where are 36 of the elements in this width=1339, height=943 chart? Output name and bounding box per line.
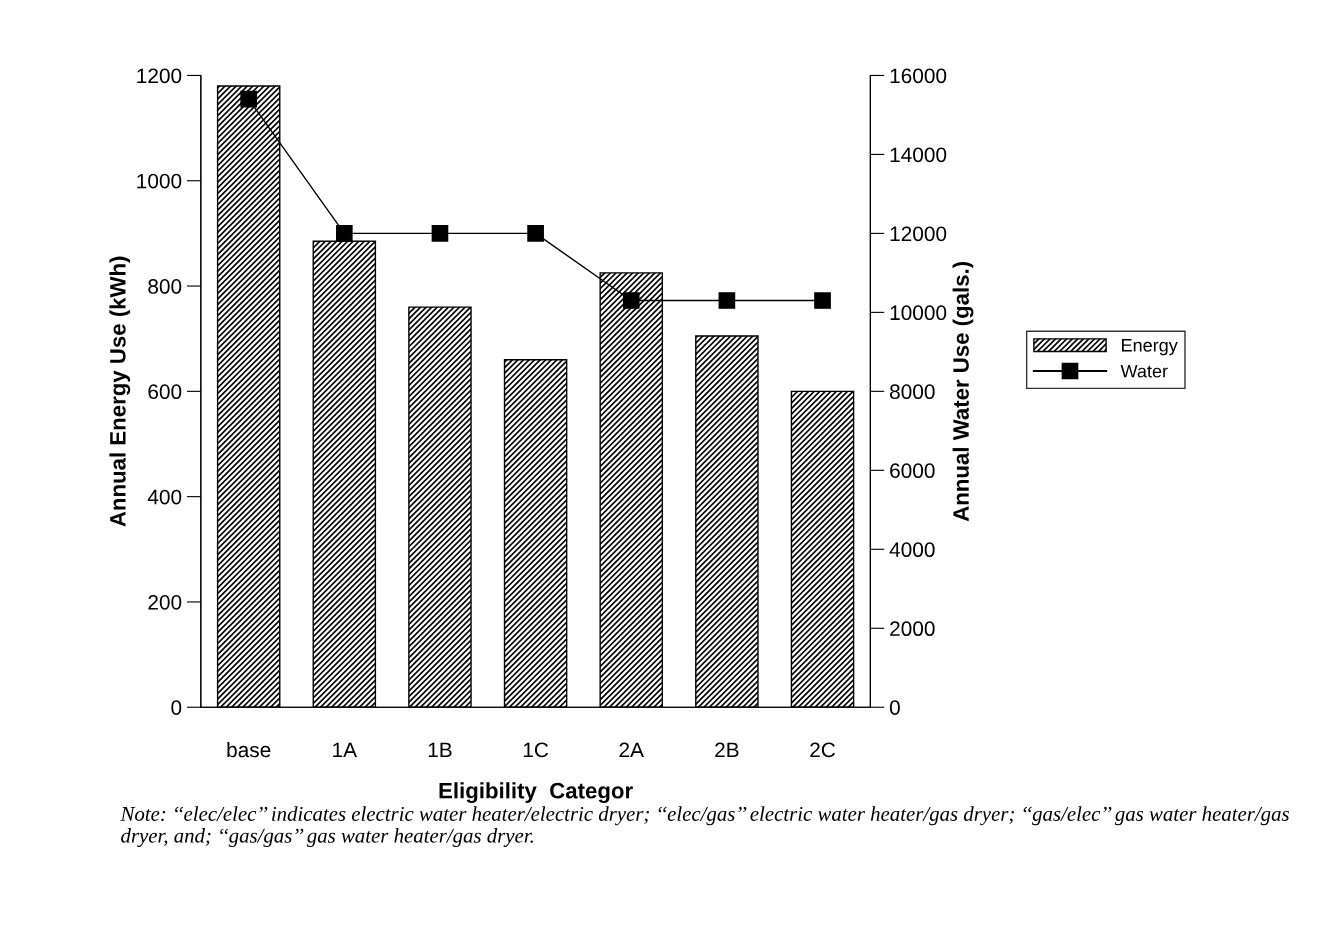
legend-label: Water: [1120, 364, 1168, 378]
point: [718, 292, 736, 309]
y-tick-label: 0: [171, 700, 182, 715]
x-tick-label: 1C: [523, 742, 549, 758]
y2-tick-label: 4000: [889, 542, 935, 558]
x-tick-label: 2C: [810, 742, 836, 758]
y-tick-label: 800: [148, 279, 182, 294]
point: [622, 292, 640, 309]
point: [240, 90, 258, 108]
y-tick-label: 400: [147, 489, 182, 505]
x-tick-label: 2A: [619, 742, 644, 758]
y2-tick-label: 2000: [890, 621, 935, 637]
y2-tick-label: 0: [889, 700, 900, 715]
x-tick-label: base: [227, 741, 271, 758]
y-tick-label: 1200: [137, 68, 182, 84]
y2-tick-label: 12000: [890, 226, 947, 242]
y-tick-label: 200: [148, 594, 182, 610]
y2-tick-label: 8000: [890, 384, 935, 400]
y-tick-label: 1000: [137, 173, 182, 189]
y-axis-title: Annual Energy Use (kWh): [109, 256, 131, 527]
legend-label: Energy: [1122, 339, 1178, 356]
x-tick-label: 1A: [333, 742, 358, 758]
point: [431, 225, 449, 242]
text: Note: ‘‘elec/elec’’ indicates electric water heater/electric dryer; ‘‘elec/gas’’ electric water heater/gas dryer; ‘‘gas/elec’’ gas water heater/gas dryer, and; ‘‘gas/gas’’ gas water heater/gas dryer.: [120, 806, 1289, 848]
x-axis-title: Eligibility Categor: [439, 782, 633, 804]
y2-axis-title: Annual Water Use (gals.): [952, 261, 974, 522]
point: [335, 225, 353, 242]
point: [527, 225, 544, 242]
x-tick-label: 2B: [715, 742, 739, 758]
y2-tick-label: 10000: [890, 305, 947, 321]
y2-tick-label: 16000: [890, 68, 947, 84]
y2-tick-label: 6000: [890, 463, 935, 479]
y2-tick-label: 14000: [890, 147, 947, 163]
y-tick-label: 600: [148, 384, 182, 400]
x-tick-label: 1B: [428, 742, 452, 758]
point: [814, 292, 831, 309]
